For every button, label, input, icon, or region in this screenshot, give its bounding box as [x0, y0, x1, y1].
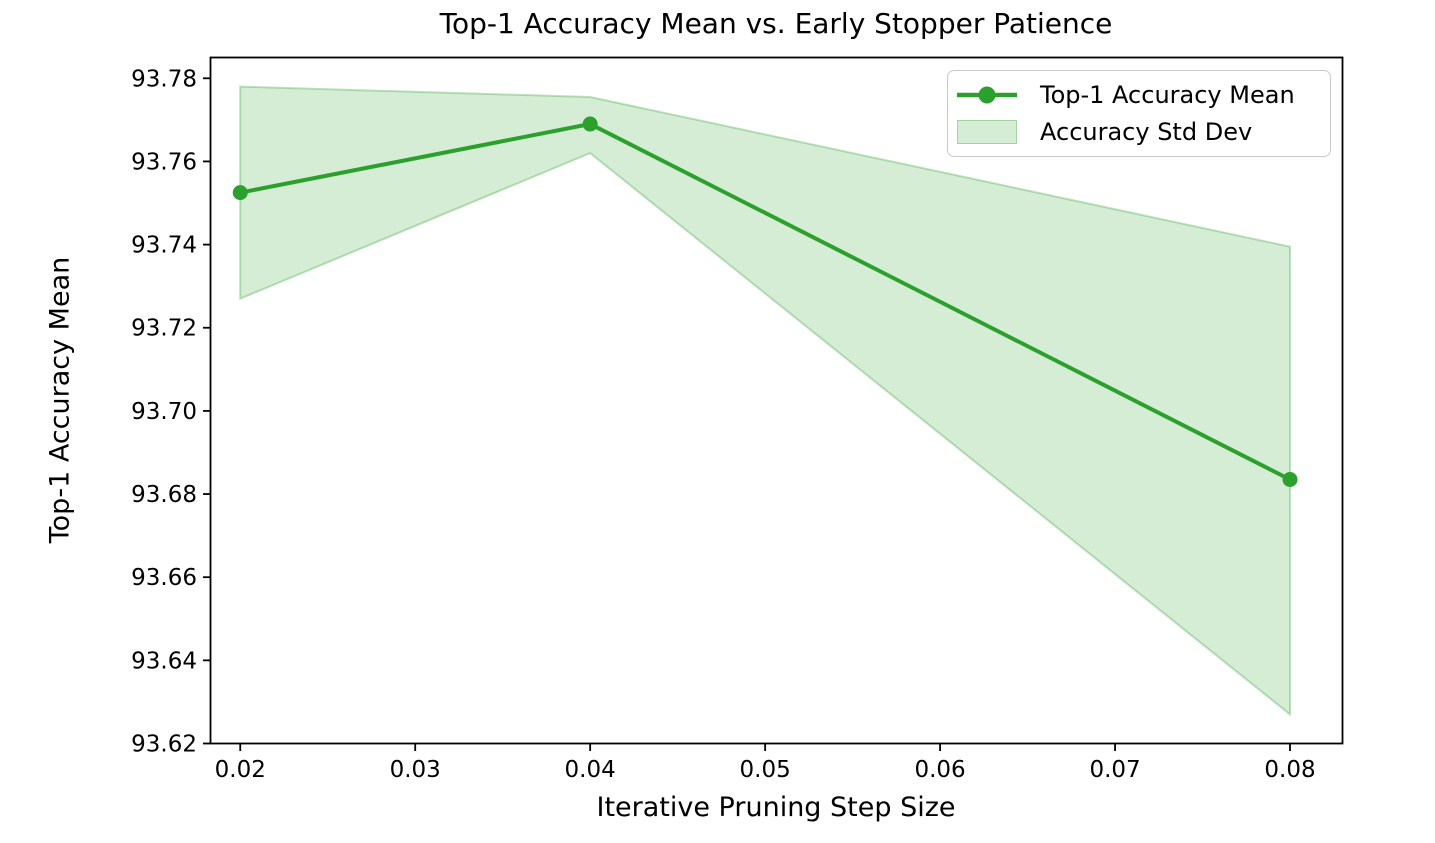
x-tick-label: 0.07	[1089, 757, 1140, 783]
legend-line-marker-sample	[956, 80, 1018, 110]
y-axis-label: Top-1 Accuracy Mean	[44, 256, 76, 544]
legend-patch-sample	[956, 119, 1018, 144]
x-axis-label: Iterative Pruning Step Size	[596, 792, 956, 823]
data-point-marker	[582, 116, 598, 132]
legend-label-mean: Top-1 Accuracy Mean	[1040, 80, 1295, 109]
x-tick-label: 0.06	[914, 757, 965, 783]
x-tick-label: 0.03	[390, 757, 441, 783]
x-tick-label: 0.05	[740, 757, 791, 783]
y-tick-label: 93.66	[131, 565, 197, 591]
y-tick-label: 93.78	[131, 66, 197, 92]
legend-item-mean: Top-1 Accuracy Mean	[956, 76, 1322, 113]
y-tick-label: 93.70	[131, 399, 197, 425]
legend: Top-1 Accuracy Mean Accuracy Std Dev	[947, 70, 1331, 157]
data-point-marker	[1282, 471, 1298, 487]
y-tick-label: 93.76	[131, 149, 197, 175]
y-tick-label: 93.72	[131, 316, 197, 342]
std-dev-band	[239, 85, 1292, 717]
x-tick-label: 0.08	[1264, 757, 1315, 783]
y-tick-label: 93.62	[131, 732, 197, 758]
chart-title: Top-1 Accuracy Mean vs. Early Stopper Pa…	[439, 7, 1113, 40]
y-tick-label: 93.74	[131, 233, 197, 259]
legend-item-stddev: Accuracy Std Dev	[956, 113, 1322, 150]
x-tick-label: 0.02	[215, 757, 266, 783]
x-tick-label: 0.04	[565, 757, 616, 783]
legend-patch-icon	[957, 119, 1017, 144]
y-tick-label: 93.64	[131, 648, 197, 674]
legend-label-stddev: Accuracy Std Dev	[1040, 117, 1253, 146]
y-tick-label: 93.68	[131, 482, 197, 508]
data-point-marker	[232, 185, 248, 201]
axes-spines	[209, 56, 1344, 745]
legend-line-marker-icon	[957, 86, 1017, 103]
